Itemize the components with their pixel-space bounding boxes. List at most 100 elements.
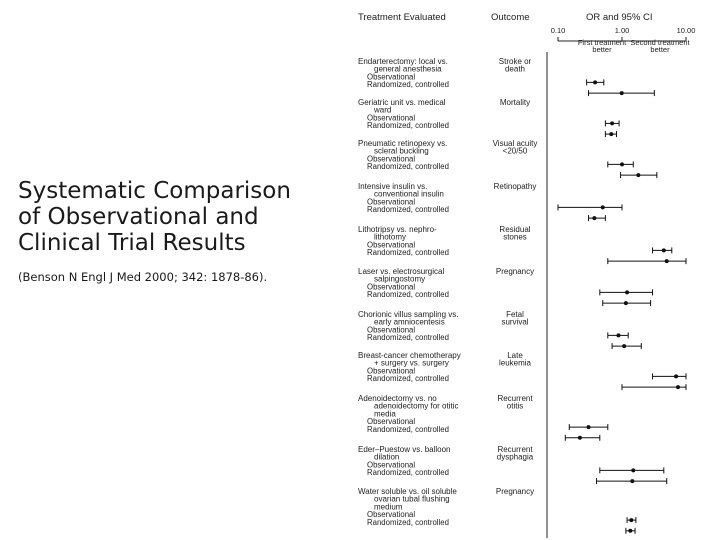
direction-label-right: better bbox=[650, 45, 670, 54]
outcome-label: Pregnancy bbox=[496, 487, 534, 496]
outcome-label: Residual bbox=[499, 225, 530, 234]
comparison-name: ward bbox=[373, 106, 391, 115]
comparison-name: media bbox=[374, 409, 396, 418]
comparison-block: Intensive insulin vs.conventional insuli… bbox=[358, 182, 623, 222]
forest-rows: Endarterectomy: local vs.general anesthe… bbox=[358, 57, 687, 534]
outcome-label: Stroke or bbox=[499, 57, 532, 66]
point-estimate bbox=[620, 162, 624, 167]
comparison-name: Water soluble vs. oil soluble bbox=[358, 487, 457, 496]
row-label-randomized: Randomized, controlled bbox=[367, 290, 449, 299]
point-estimate bbox=[586, 425, 591, 430]
x-tick-label: 10.00 bbox=[677, 26, 696, 35]
row-label-observational: Observational bbox=[367, 366, 415, 375]
header-outcome: Outcome bbox=[491, 12, 530, 23]
row-label-observational: Observational bbox=[367, 113, 415, 122]
comparison-name: early amniocentesis bbox=[374, 318, 445, 327]
row-label-randomized: Randomized, controlled bbox=[367, 374, 449, 383]
point-estimate bbox=[610, 121, 615, 126]
row-label-observational: Observational bbox=[367, 240, 415, 249]
header-or: OR and 95% CI bbox=[586, 12, 653, 23]
comparison-name: general anesthesia bbox=[374, 65, 442, 74]
comparison-name: medium bbox=[374, 502, 403, 511]
comparison-block: Endarterectomy: local vs.general anesthe… bbox=[358, 57, 655, 97]
point-estimate bbox=[577, 435, 582, 440]
point-estimate bbox=[619, 91, 624, 96]
row-label-randomized: Randomized, controlled bbox=[367, 468, 449, 477]
comparison-name: ovarian tubal flushing bbox=[374, 495, 450, 504]
outcome-label: Late bbox=[507, 351, 523, 360]
row-label-randomized: Randomized, controlled bbox=[367, 205, 449, 214]
point-estimate bbox=[661, 248, 666, 253]
row-label-observational: Observational bbox=[367, 282, 415, 291]
comparison-name: Adenoidectomy vs. no bbox=[358, 394, 437, 403]
point-estimate bbox=[674, 374, 679, 379]
comparison-name: Laser vs. electrosurgical bbox=[358, 267, 444, 276]
row-label-observational: Observational bbox=[367, 417, 415, 426]
point-estimate bbox=[664, 259, 669, 264]
outcome-label: leukemia bbox=[499, 359, 532, 368]
comparison-name: salpingostomy bbox=[374, 275, 425, 284]
row-label-observational: Observational bbox=[367, 154, 415, 163]
point-estimate bbox=[630, 479, 635, 484]
point-estimate bbox=[623, 301, 628, 306]
outcome-label: Visual acuity bbox=[493, 139, 538, 148]
point-estimate bbox=[625, 290, 630, 295]
comparison-block: Chorionic villus sampling vs.early amnio… bbox=[358, 310, 642, 350]
row-label-randomized: Randomized, controlled bbox=[367, 162, 449, 171]
x-tick-label: 0.10 bbox=[551, 26, 566, 35]
point-estimate bbox=[636, 173, 641, 178]
comparison-name: Endarterectomy: local vs. bbox=[358, 57, 448, 66]
row-label-randomized: Randomized, controlled bbox=[367, 121, 449, 130]
direction-label-right: Second treatment bbox=[630, 38, 690, 47]
row-label-observational: Observational bbox=[367, 460, 415, 469]
comparison-name: Lithotripsy vs. nephro- bbox=[358, 225, 437, 234]
outcome-label: Recurrent bbox=[497, 445, 533, 454]
row-label-randomized: Randomized, controlled bbox=[367, 333, 449, 342]
row-label-observational: Observational bbox=[367, 72, 415, 81]
comparison-block: Breast-cancer chemotherapy+ surgery vs. … bbox=[358, 351, 687, 391]
point-estimate bbox=[600, 205, 605, 210]
point-estimate bbox=[616, 333, 621, 338]
outcome-label: <20/50 bbox=[503, 147, 528, 156]
point-estimate bbox=[593, 80, 598, 85]
row-label-observational: Observational bbox=[367, 197, 415, 206]
point-estimate bbox=[631, 468, 636, 473]
header-treatment: Treatment Evaluated bbox=[358, 12, 446, 23]
row-label-randomized: Randomized, controlled bbox=[367, 518, 449, 527]
direction-label-left: better bbox=[592, 45, 612, 54]
comparison-name: Intensive insulin vs. bbox=[358, 182, 427, 191]
x-tick-label: 1.00 bbox=[615, 26, 630, 35]
point-estimate bbox=[622, 344, 627, 349]
direction-label-left: First treatment bbox=[578, 38, 627, 47]
comparison-block: Lithotripsy vs. nephro-lithotomy Residual… bbox=[358, 225, 687, 265]
row-label-randomized: Randomized, controlled bbox=[367, 80, 449, 89]
outcome-label: dysphagia bbox=[497, 453, 534, 462]
comparison-name: scleral buckling bbox=[374, 147, 429, 156]
outcome-label: Fetal bbox=[506, 310, 524, 319]
outcome-label: Pregnancy bbox=[496, 267, 534, 276]
outcome-label: stones bbox=[503, 233, 527, 242]
comparison-name: adenoidectomy for otitic bbox=[374, 402, 459, 411]
comparison-name: lithotomy bbox=[374, 233, 406, 242]
comparison-name: dilation bbox=[374, 453, 399, 462]
outcome-label: otitis bbox=[507, 402, 523, 411]
comparison-block: Pneumatic retinopexy vs.scleral buckling… bbox=[358, 139, 658, 179]
outcome-label: death bbox=[505, 65, 525, 74]
point-estimate bbox=[676, 385, 681, 390]
outcome-label: Recurrent bbox=[497, 394, 533, 403]
point-estimate bbox=[628, 528, 633, 533]
point-estimate bbox=[592, 216, 597, 221]
outcome-label: Mortality bbox=[500, 98, 530, 107]
comparison-name: Pneumatic retinopexy vs. bbox=[358, 139, 447, 148]
row-label-randomized: Randomized, controlled bbox=[367, 248, 449, 257]
row-label-observational: Observational bbox=[367, 510, 415, 519]
outcome-label: Retinopathy bbox=[494, 182, 537, 191]
row-label-observational: Observational bbox=[367, 325, 415, 334]
point-estimate bbox=[609, 132, 614, 137]
comparison-name: Eder–Puestow vs. balloon bbox=[358, 445, 451, 454]
